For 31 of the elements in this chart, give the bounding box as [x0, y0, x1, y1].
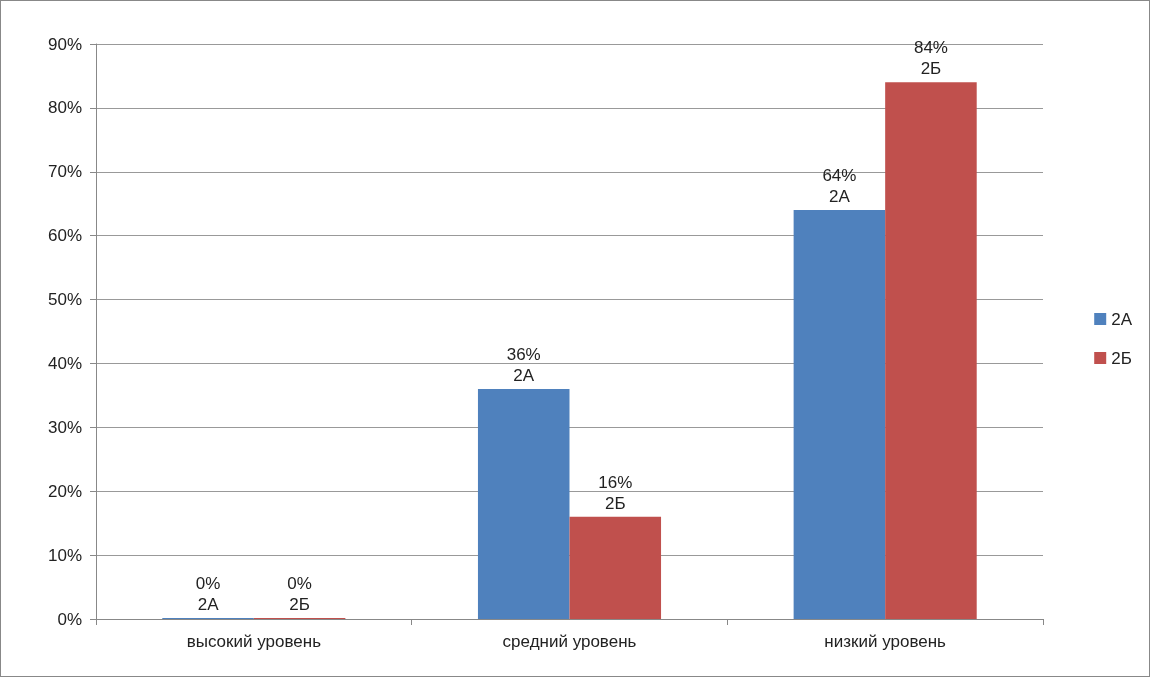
- y-tick-label: 0%: [57, 609, 82, 629]
- y-tick-label: 40%: [47, 353, 82, 373]
- y-tick-label: 50%: [47, 290, 82, 310]
- legend-label: 2Б: [1111, 348, 1132, 368]
- y-tick-label: 10%: [47, 545, 82, 565]
- legend-label: 2А: [1111, 309, 1133, 329]
- data-label: 64%: [822, 166, 857, 186]
- x-tick-label: средний уровень: [502, 632, 637, 651]
- text: 2Б: [604, 493, 626, 513]
- x-tick-label: высокий уровень: [186, 632, 322, 651]
- y-tick-label: 20%: [47, 481, 82, 501]
- bar: [477, 389, 570, 619]
- text: 2А: [197, 595, 219, 614]
- x-tick-label: низкий уровень: [824, 632, 947, 651]
- bar: [885, 82, 977, 619]
- y-tick-label: 60%: [47, 226, 82, 246]
- data-label: 0%: [287, 574, 312, 593]
- data-label: 36%: [506, 345, 541, 364]
- data-label: 0%: [195, 574, 221, 593]
- text: 2А: [829, 187, 850, 207]
- y-tick-label: 70%: [47, 162, 82, 182]
- text: 2Б: [920, 59, 942, 79]
- bar: [793, 210, 886, 619]
- text: 2А: [513, 366, 535, 385]
- data-label: 16%: [598, 472, 633, 492]
- y-tick-label: 90%: [47, 34, 82, 54]
- y-tick-label: 30%: [47, 417, 82, 437]
- text: 2Б: [289, 595, 310, 614]
- data-label: 84%: [913, 38, 948, 58]
- bar: [569, 516, 662, 619]
- y-tick-label: 80%: [47, 98, 82, 118]
